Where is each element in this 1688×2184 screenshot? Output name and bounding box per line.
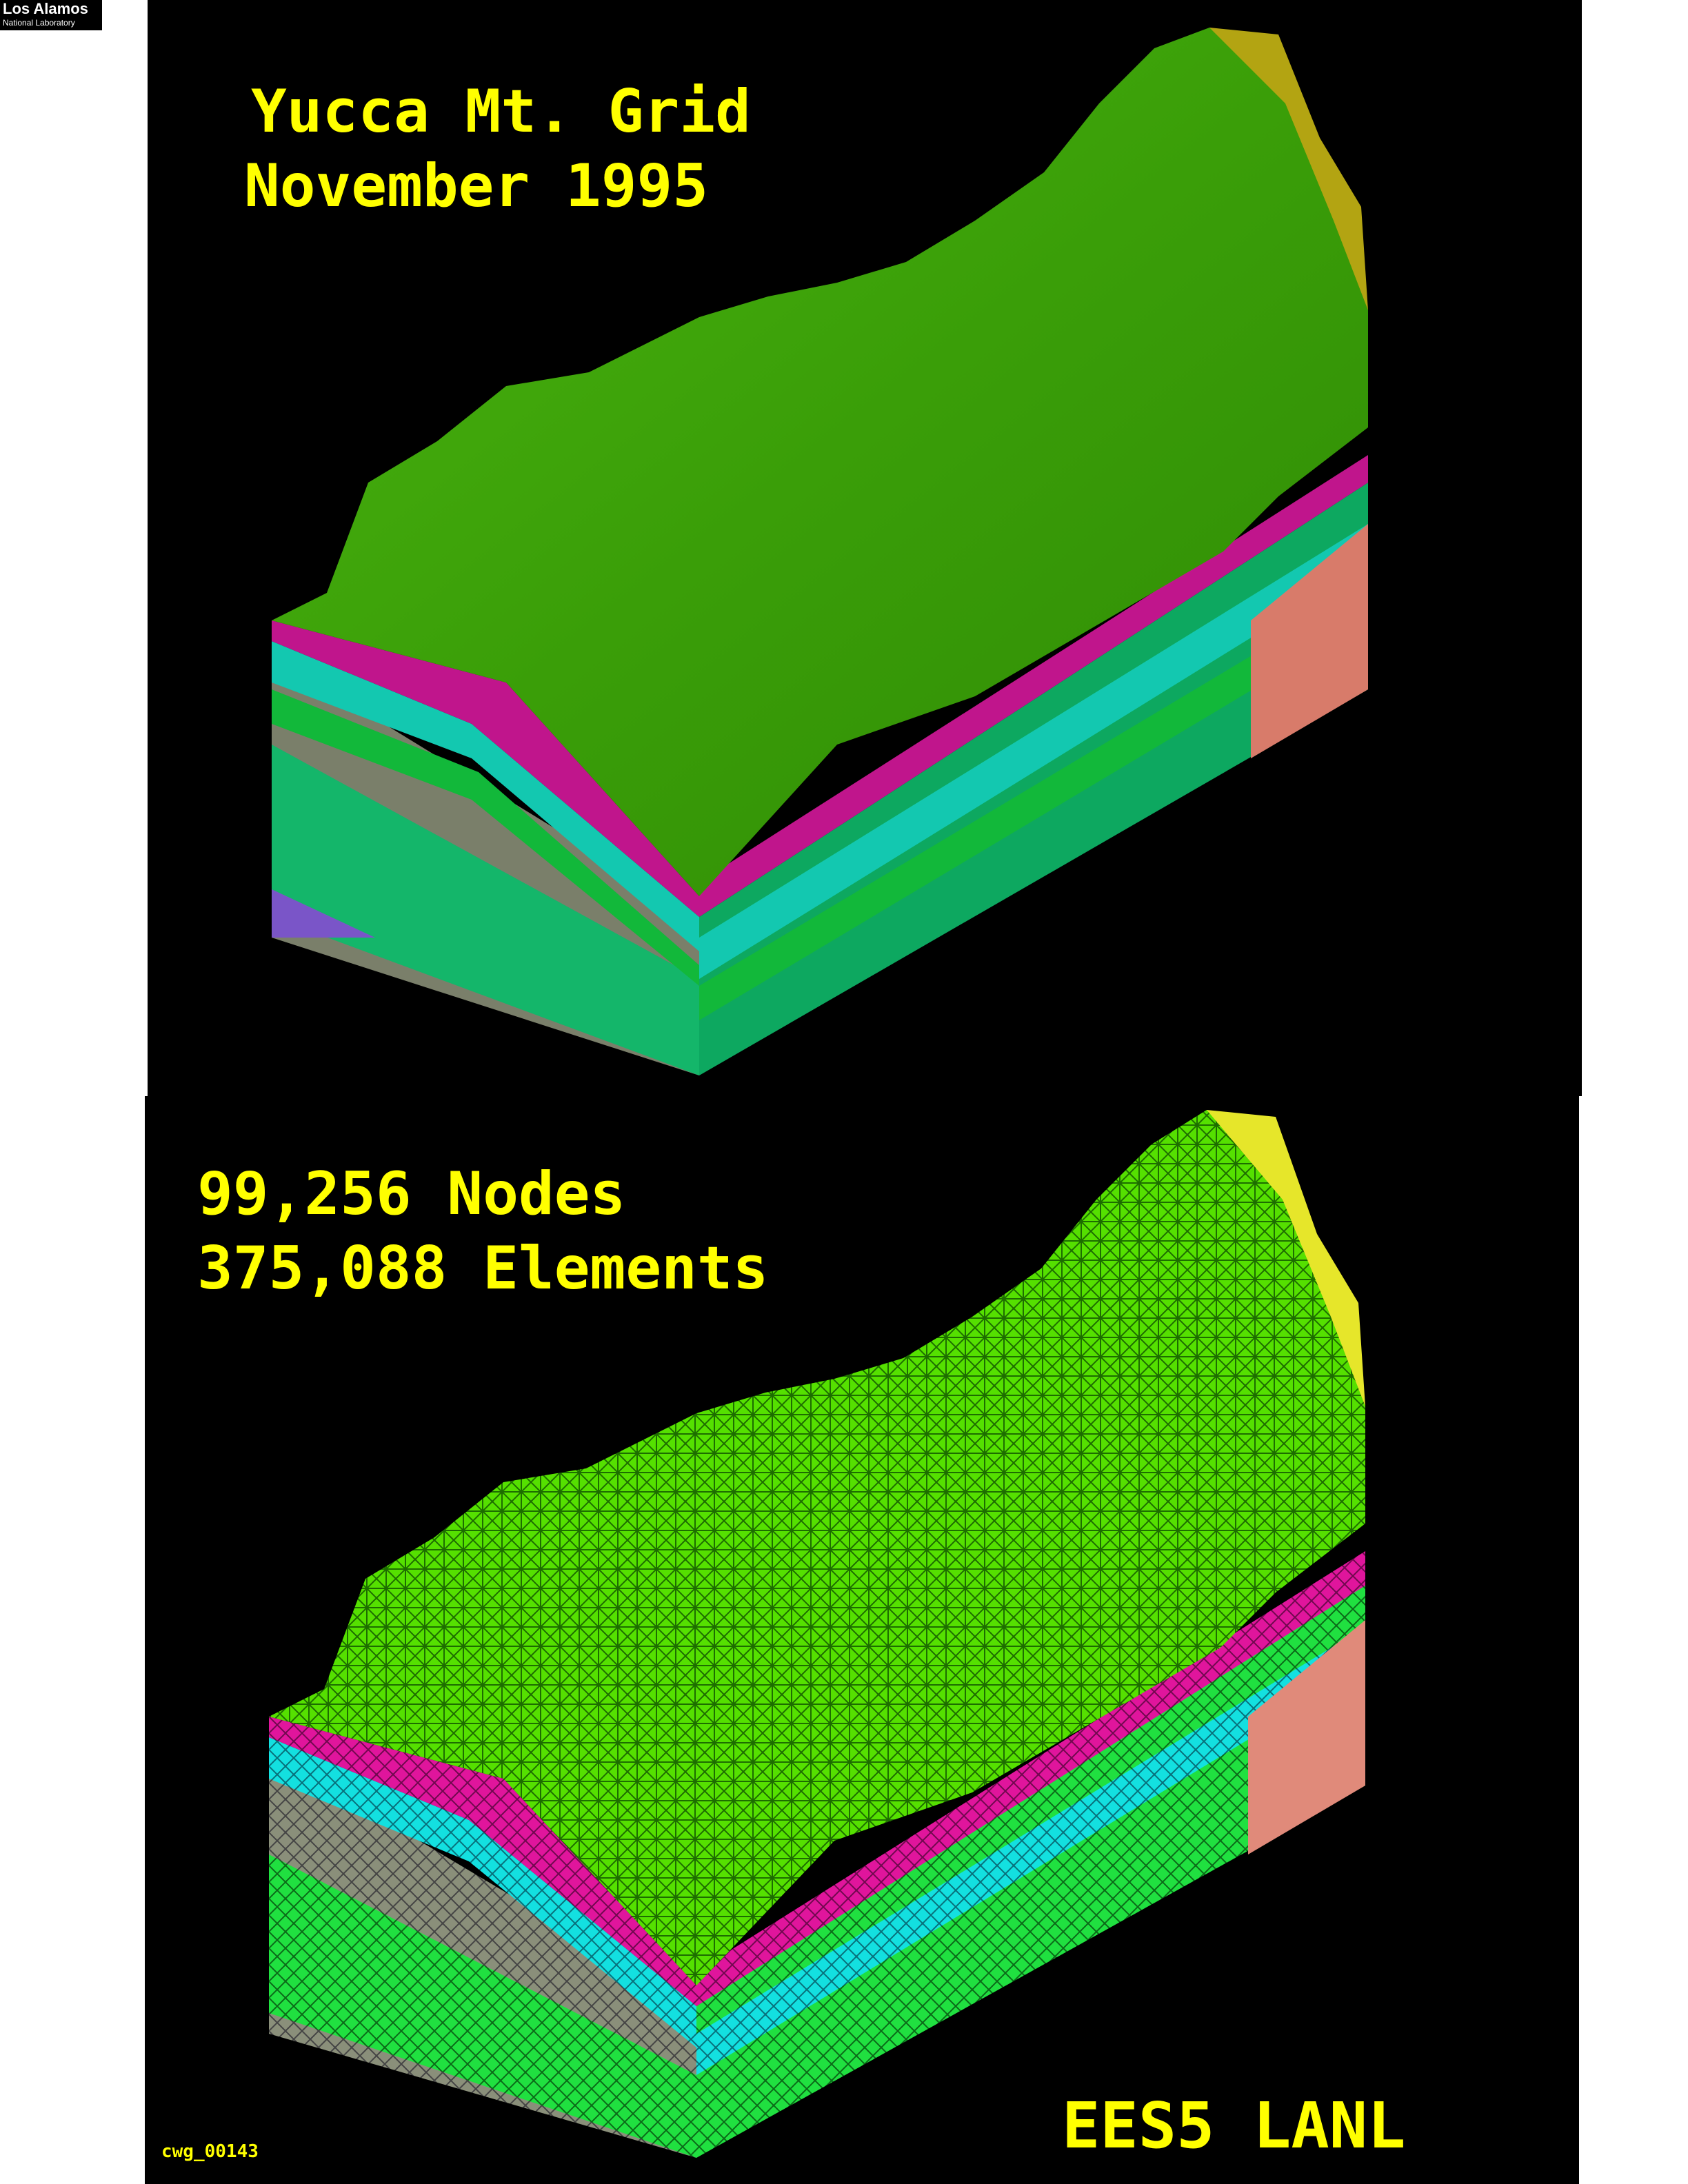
right-face-salmon <box>1251 524 1368 758</box>
right-face-cyan <box>699 524 1368 979</box>
top-title-line2: November 1995 <box>244 152 709 221</box>
logo-line2: National Laboratory <box>3 18 75 28</box>
mesh-right-salmon <box>1248 1620 1365 1854</box>
layer-green-deep <box>272 745 699 1075</box>
terrain-surface <box>272 28 1368 896</box>
bottom-render-panel: 99,256 Nodes 375,088 Elements EES5 LANL … <box>145 1096 1579 2184</box>
mesh-layer-magenta <box>269 1717 696 2006</box>
right-face-green <box>699 586 1368 1020</box>
lanl-logo: Los Alamos National Laboratory <box>0 0 102 30</box>
logo-line1: Los Alamos <box>3 0 88 17</box>
layer-green-band <box>272 689 699 986</box>
bottom-title-line2: 375,088 Elements <box>197 1234 769 1303</box>
mesh-right-cyan <box>696 1627 1365 2075</box>
mesh-right-magenta <box>696 1551 1365 2006</box>
footer-credit: EES5 LANL <box>1062 2089 1406 2163</box>
right-face-magenta <box>699 455 1368 917</box>
mesh-yellow-ridge <box>1207 1110 1365 1406</box>
top-render-panel: Yucca Mt. Grid November 1995 <box>148 0 1582 1096</box>
top-title-line1: Yucca Mt. Grid <box>251 77 751 146</box>
mesh-layer-green <box>269 1854 696 2158</box>
solid-grid-render <box>272 28 1368 1075</box>
layer-magenta <box>272 620 699 917</box>
image-code: cwg_00143 <box>161 2141 259 2162</box>
mesh-layer-cyan <box>269 1737 696 2048</box>
mesh-terrain-surface <box>269 1110 1365 1985</box>
bottom-title-line1: 99,256 Nodes <box>197 1160 626 1228</box>
layer-cyan <box>272 641 699 951</box>
layer-purple <box>272 889 375 938</box>
yellow-ridge <box>1209 28 1368 310</box>
mesh-grid-render <box>269 1110 1365 2158</box>
